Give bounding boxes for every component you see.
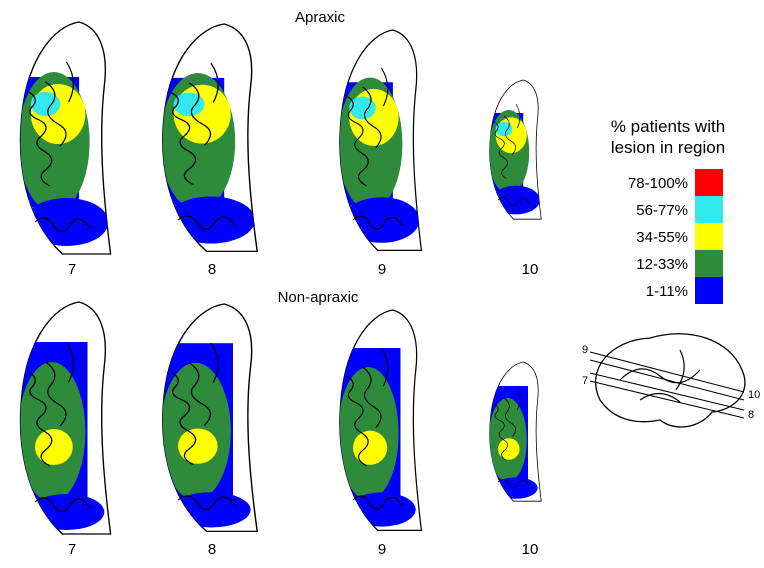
top-title: Apraxic: [295, 9, 346, 26]
legend-swatch: [695, 196, 723, 223]
slice-label: 9: [378, 261, 386, 278]
legend-title: lesion in region: [611, 138, 725, 157]
side-view-label: 9: [582, 344, 588, 356]
legend-label: 78-100%: [628, 175, 688, 192]
legend-swatch: [695, 277, 723, 304]
legend-label: 12-33%: [636, 256, 688, 273]
slice-label: 9: [378, 541, 386, 558]
legend-title: % patients with: [611, 117, 725, 136]
slice-label: 8: [208, 541, 216, 558]
brain-slice: [14, 22, 541, 534]
side-view-label: 10: [748, 389, 760, 401]
legend-swatch: [695, 169, 723, 196]
slice-label: 7: [68, 541, 76, 558]
legend-swatch: [695, 250, 723, 277]
legend-label: 1-11%: [646, 283, 688, 300]
bottom-title: Non-apraxic: [278, 289, 359, 306]
slice-label: 10: [522, 261, 539, 278]
legend-label: 34-55%: [636, 229, 688, 246]
legend-swatch: [695, 223, 723, 250]
side-view: [590, 334, 745, 427]
slice-label: 8: [208, 261, 216, 278]
slice-label: 10: [522, 541, 539, 558]
legend-label: 56-77%: [636, 202, 688, 219]
side-view-label: 7: [582, 375, 588, 387]
slice-label: 7: [68, 261, 76, 278]
figure: Apraxic Non-apraxic 7 8 9 10 7 8 9 10 % patients…: [0, 0, 764, 563]
side-view-label: 8: [748, 409, 754, 421]
